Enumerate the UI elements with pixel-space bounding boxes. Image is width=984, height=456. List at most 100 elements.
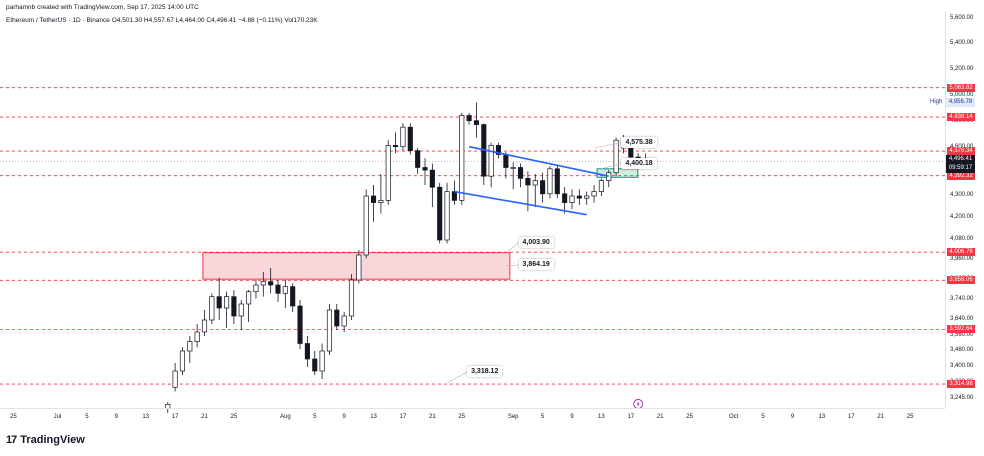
date-tick-4: 13	[142, 414, 150, 420]
level-tag-4: 4,006.76	[947, 248, 975, 257]
candle-28	[371, 195, 377, 203]
level-tag-3: 4,392.32	[947, 171, 975, 180]
candle-29	[378, 200, 384, 203]
candle-20	[312, 358, 318, 372]
candle-33	[407, 126, 413, 151]
high-label: High	[930, 98, 943, 105]
price-tick-14: 3,560.00	[950, 332, 974, 338]
candle-21	[319, 350, 325, 372]
date-tick-12: 17	[399, 414, 407, 420]
candle-2	[179, 350, 186, 372]
date-tick-26: 17	[847, 414, 855, 420]
date-tick-8: Aug	[280, 414, 291, 420]
candle-45	[495, 145, 502, 155]
candle-1	[172, 370, 178, 388]
tradingview-logo-text: TradingView	[20, 434, 85, 446]
date-tick-24: 9	[790, 414, 795, 420]
date-tick-16: 5	[540, 414, 545, 420]
date-tick-13: 21	[429, 414, 436, 420]
price-tick-13: 3,640.00	[950, 316, 974, 322]
candle-13	[260, 281, 266, 286]
watermark-text: parhamnb created with TradingView.com, S…	[6, 4, 199, 11]
date-tick-7: 25	[230, 414, 238, 420]
candle-4	[194, 331, 200, 342]
price-tick-2: 5,200.00	[950, 66, 974, 72]
symbol-legend[interactable]: Ethereum / TetherUS · 1D · Binance O4,50…	[6, 17, 318, 24]
price-tick-0: 5,600.00	[950, 15, 974, 21]
high-value: 4,956.78	[946, 97, 975, 107]
price-tick-16: 3,400.00	[950, 363, 974, 369]
price-callout-1[interactable]: 4,400.18	[621, 157, 657, 169]
candle-25	[348, 279, 355, 317]
annotation-pointer-1	[601, 163, 622, 170]
candle-23	[334, 309, 340, 327]
price-tick-12: 3,740.00	[950, 296, 974, 302]
annotation-pointer-3	[505, 264, 519, 267]
candle-24	[341, 315, 347, 327]
candle-57	[584, 195, 590, 199]
current-price-tag: 4,496.41 09:59:17	[946, 155, 975, 174]
date-tick-27: 21	[877, 414, 885, 420]
candle-63	[628, 147, 634, 158]
candle-41	[466, 115, 472, 122]
date-tick-23: 5	[761, 414, 765, 420]
candle-5	[201, 319, 208, 333]
price-tick-15: 3,480.00	[950, 347, 974, 353]
date-tick-25: 13	[818, 414, 826, 420]
candle-3	[187, 341, 193, 352]
candle-9	[231, 296, 237, 317]
price-axis-border	[945, 12, 946, 408]
level-tag-2: 4,576.34	[947, 147, 975, 156]
level-tag-1: 4,838.14	[947, 113, 975, 122]
candle-48	[517, 167, 524, 179]
price-tick-9: 4,080.00	[950, 236, 974, 242]
candle-46	[503, 154, 509, 168]
price-tick-10: 3,960.00	[950, 256, 974, 262]
annotation-pointer-4	[446, 371, 468, 384]
candle-53	[554, 168, 560, 195]
date-tick-6: 21	[201, 414, 208, 420]
candle-18	[297, 305, 303, 344]
candle-35	[422, 167, 428, 171]
price-callout-0[interactable]: 4,575.38	[621, 136, 657, 148]
price-tick-8: 4,200.00	[950, 214, 974, 220]
date-tick-11: 13	[370, 414, 377, 420]
candle-27	[363, 195, 369, 256]
date-tick-17: 9	[570, 414, 574, 420]
annotation-pointer-0	[593, 142, 622, 149]
date-tick-28: 25	[906, 414, 914, 420]
candle-44	[488, 145, 494, 177]
date-tick-9: 5	[313, 414, 317, 420]
candle-7	[216, 296, 222, 309]
candle-39	[451, 191, 457, 201]
price-callout-3[interactable]: 3,864.19	[518, 259, 554, 270]
price-tick-1: 5,400.00	[950, 40, 974, 46]
candle-38	[444, 191, 450, 241]
date-tick-22: Oct	[729, 414, 739, 420]
price-tick-3: 5,000.00	[950, 92, 974, 98]
tradingview-logo[interactable]: 17 TradingView	[6, 434, 85, 446]
candle-61	[613, 139, 619, 174]
date-tick-5: 17	[171, 414, 179, 420]
candle-56	[576, 195, 582, 199]
annotation-pointer-2	[505, 242, 519, 254]
candle-6	[209, 296, 215, 321]
candle-34	[415, 150, 421, 168]
candle-59	[598, 180, 604, 192]
candle-54	[562, 193, 568, 203]
lightning-icon	[636, 401, 640, 407]
date-tick-15: Sep	[507, 414, 519, 420]
date-tick-14: 25	[458, 414, 466, 420]
wedge-upper-line	[468, 145, 609, 177]
candle-36	[429, 169, 435, 188]
candle-55	[569, 195, 575, 203]
candle-50	[532, 180, 538, 186]
date-tick-19: 17	[627, 414, 635, 420]
candle-12	[253, 284, 259, 293]
bar-countdown: 09:59:17	[948, 165, 973, 172]
candle-26	[356, 254, 362, 281]
candle-52	[547, 168, 553, 195]
price-callout-4[interactable]: 3,318.12	[467, 366, 503, 377]
price-callout-2[interactable]: 4,003.90	[518, 236, 554, 248]
